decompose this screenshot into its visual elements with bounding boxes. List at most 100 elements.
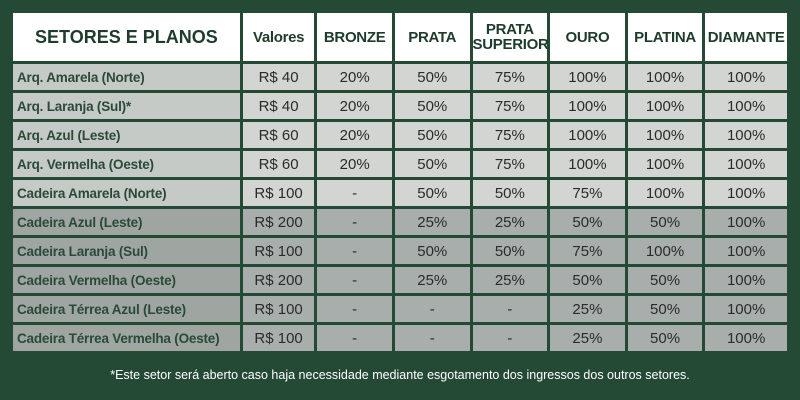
cell-sector: Arq. Azul (Leste) <box>13 122 240 148</box>
cell-prata-superior: 75% <box>472 93 548 119</box>
cell-bronze: - <box>317 180 392 206</box>
table-row: Cadeira Térrea Vermelha (Oeste) R$ 100- - -… <box>13 325 787 351</box>
header-values: Valores <box>242 13 315 61</box>
cell-sector: Cadeira Laranja (Sul) <box>13 238 240 264</box>
cell-sector: Cadeira Térrea Azul (Leste) <box>13 296 240 322</box>
cell-prata: 25% <box>394 267 470 293</box>
cell-prata-superior: 25% <box>472 267 548 293</box>
cell-diamante: 100% <box>705 267 787 293</box>
cell-prata: - <box>394 325 470 351</box>
cell-bronze: - <box>317 296 392 322</box>
cell-diamante: 100% <box>705 296 787 322</box>
cell-prata-superior: 75% <box>472 64 548 90</box>
table-row: Arq. Amarela (Norte) R$ 40 20% 50% 75% 100% 10… <box>13 64 787 90</box>
cell-prata: 50% <box>394 151 470 177</box>
cell-bronze: - <box>317 267 392 293</box>
cell-ouro: 100% <box>550 122 625 148</box>
cell-diamante: 100% <box>705 93 787 119</box>
table-header-row: SETORES E PLANOS Valores BRONZE PRATA PR… <box>13 13 787 61</box>
cell-prata: 25% <box>394 209 470 235</box>
cell-platina: 100% <box>627 93 703 119</box>
cell-sector: Cadeira Amarela (Norte) <box>13 180 240 206</box>
header-sectors-plans: SETORES E PLANOS <box>13 13 240 61</box>
table-row: Cadeira Vermelha (Oeste) R$ 200-25% 25% 50%… <box>13 267 787 293</box>
cell-ouro: 75% <box>550 238 625 264</box>
cell-diamante: 100% <box>705 151 787 177</box>
sectors-plans-table: SETORES E PLANOS Valores BRONZE PRATA PR… <box>10 10 790 354</box>
header-plan-prata-superior: PRATA SUPERIOR <box>472 13 549 61</box>
cell-platina: 100% <box>627 180 703 206</box>
header-plan-ouro: OURO <box>550 13 625 61</box>
table-row: Arq. Azul (Leste) R$ 60 20% 50% 75% 100% 100% 1… <box>13 122 787 148</box>
cell-price: R$ 100 <box>242 325 315 351</box>
cell-bronze: 20% <box>317 122 392 148</box>
cell-ouro: 50% <box>550 267 625 293</box>
cell-prata-superior: 50% <box>472 180 548 206</box>
cell-prata-superior: 25% <box>472 209 548 235</box>
cell-prata: 50% <box>394 180 470 206</box>
cell-ouro: 25% <box>550 325 625 351</box>
header-plan-prata: PRATA <box>394 13 470 61</box>
cell-diamante: 100% <box>705 325 787 351</box>
cell-platina: 50% <box>627 296 703 322</box>
cell-price: R$ 40 <box>242 93 315 119</box>
cell-platina: 100% <box>627 238 703 264</box>
cell-sector: Arq. Laranja (Sul)* <box>13 93 240 119</box>
cell-sector: Cadeira Vermelha (Oeste) <box>13 267 240 293</box>
cell-ouro: 50% <box>550 209 625 235</box>
footnote: *Este setor será aberto caso haja necess… <box>110 368 690 382</box>
cell-bronze: 20% <box>317 93 392 119</box>
header-plan-bronze: BRONZE <box>317 13 392 61</box>
cell-prata: 50% <box>394 238 470 264</box>
cell-price: R$ 40 <box>242 64 315 90</box>
cell-ouro: 100% <box>550 64 625 90</box>
cell-prata-superior: 75% <box>472 151 548 177</box>
cell-platina: 50% <box>627 325 703 351</box>
table-row: Cadeira Amarela (Norte) R$ 100-50% 50% 75% 1… <box>13 180 787 206</box>
cell-platina: 50% <box>627 209 703 235</box>
cell-prata-superior: 50% <box>472 238 548 264</box>
cell-ouro: 100% <box>550 93 625 119</box>
cell-diamante: 100% <box>705 238 787 264</box>
cell-price: R$ 200 <box>242 209 315 235</box>
cell-prata: - <box>394 296 470 322</box>
header-plan-diamante: DIAMANTE <box>705 13 787 61</box>
cell-diamante: 100% <box>705 64 787 90</box>
table-row: Cadeira Laranja (Sul) R$ 100-50% 50% 75% 100… <box>13 238 787 264</box>
cell-prata-superior: - <box>472 325 548 351</box>
cell-prata: 50% <box>394 64 470 90</box>
cell-price: R$ 100 <box>242 296 315 322</box>
cell-sector: Cadeira Térrea Vermelha (Oeste) <box>13 325 240 351</box>
cell-ouro: 75% <box>550 180 625 206</box>
cell-platina: 100% <box>627 122 703 148</box>
cell-diamante: 100% <box>705 209 787 235</box>
cell-ouro: 100% <box>550 151 625 177</box>
cell-price: R$ 100 <box>242 180 315 206</box>
cell-bronze: - <box>317 325 392 351</box>
cell-price: R$ 200 <box>242 267 315 293</box>
table-row: Cadeira Azul (Leste) R$ 200-25% 25% 50% 50% 1… <box>13 209 787 235</box>
cell-price: R$ 60 <box>242 151 315 177</box>
cell-platina: 50% <box>627 267 703 293</box>
table-body: Arq. Amarela (Norte) R$ 40 20% 50% 75% 100% 10… <box>13 64 787 351</box>
cell-sector: Arq. Amarela (Norte) <box>13 64 240 90</box>
cell-price: R$ 60 <box>242 122 315 148</box>
cell-platina: 100% <box>627 64 703 90</box>
cell-sector: Arq. Vermelha (Oeste) <box>13 151 240 177</box>
cell-diamante: 100% <box>705 180 787 206</box>
cell-prata-superior: - <box>472 296 548 322</box>
table-row: Arq. Laranja (Sul)* R$ 40 20% 50% 75% 100% 100… <box>13 93 787 119</box>
cell-bronze: 20% <box>317 151 392 177</box>
cell-prata: 50% <box>394 93 470 119</box>
cell-sector: Cadeira Azul (Leste) <box>13 209 240 235</box>
cell-bronze: - <box>317 238 392 264</box>
table-row: Cadeira Térrea Azul (Leste) R$ 100- - -25% 5… <box>13 296 787 322</box>
cell-prata: 50% <box>394 122 470 148</box>
cell-diamante: 100% <box>705 122 787 148</box>
header-plan-platina: PLATINA <box>627 13 703 61</box>
cell-platina: 100% <box>627 151 703 177</box>
cell-bronze: - <box>317 209 392 235</box>
cell-prata-superior: 75% <box>472 122 548 148</box>
cell-bronze: 20% <box>317 64 392 90</box>
